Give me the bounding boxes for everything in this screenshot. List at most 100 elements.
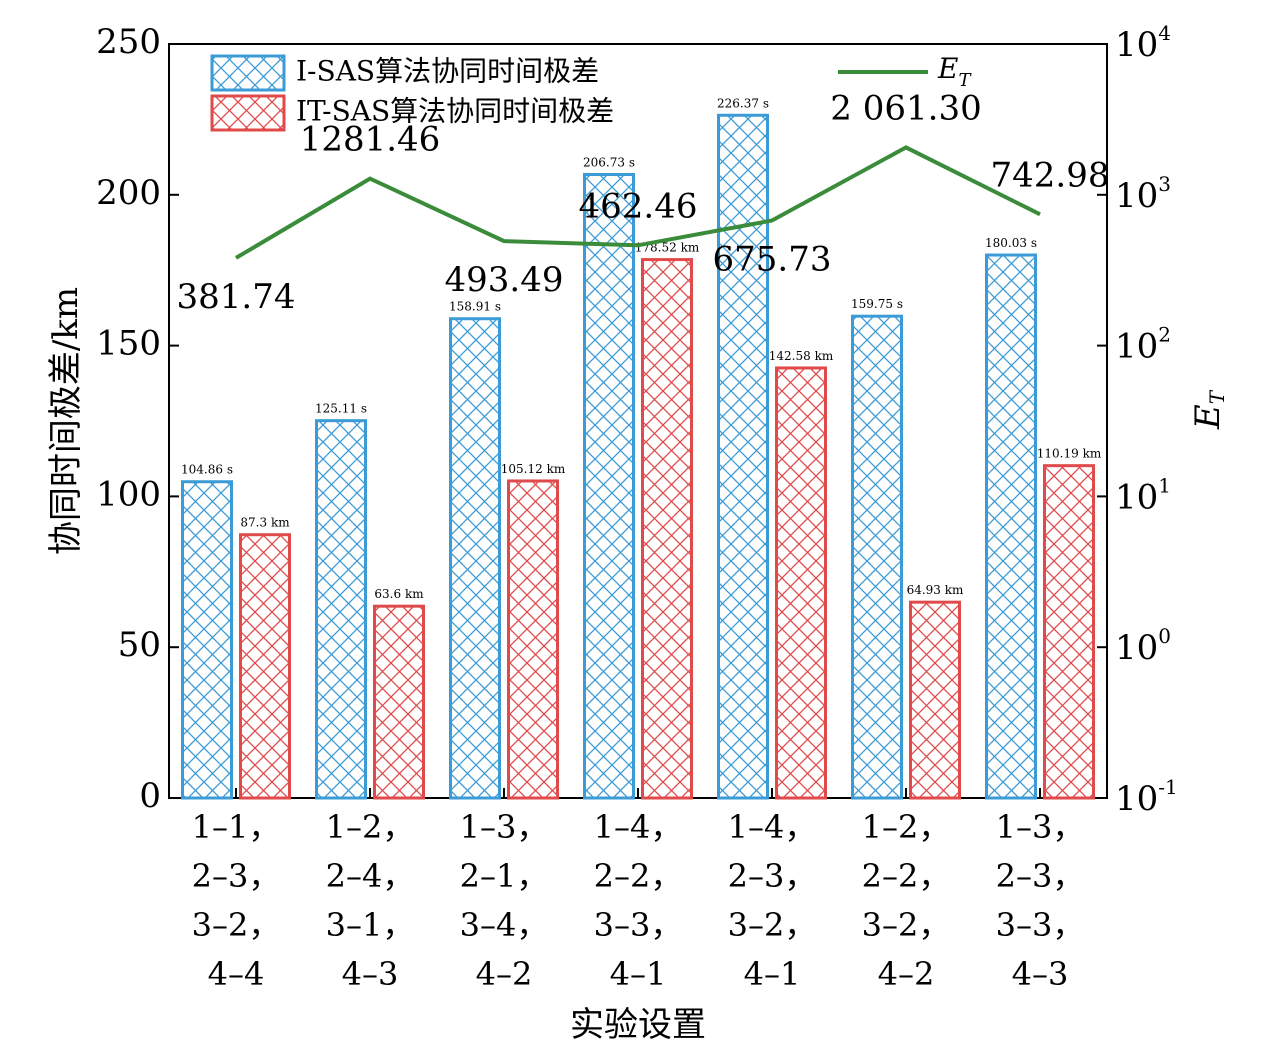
et-value-label: 493.49 [445,260,564,300]
x-axis-categories: 1–1， 2–3， 3–2， 4–4 1–2， 2–4， 3–1， 4–3 1–3， 2–1， 3–… [192,788,1085,993]
legend-swatch-i-sas [210,54,286,92]
y-tick-label: 200 [96,173,161,213]
bar-value-label: 87.3 km [240,516,290,530]
y2-tick-exponent: 2 [1158,323,1171,347]
x-category-label: 1–2， [326,808,415,846]
bar-it-sas [239,533,291,800]
y2-tick-exponent: 3 [1158,172,1171,196]
x-category-label: 2–3， [192,857,281,895]
et-value-label: 2 061.30 [830,88,981,128]
x-category-label: 2–2， [594,857,683,895]
y2-tick-base: 10 [1115,477,1158,517]
x-category-label: 3–2， [192,906,281,944]
et-value-label: 742.98 [991,155,1110,195]
bar-value-label: 110.19 km [1037,447,1102,461]
bar-it-sas [1043,464,1095,800]
legend-label-et: ET [937,52,972,91]
y2-tick-label: 104 [1115,21,1171,65]
y2-tick-base: 10 [1115,327,1158,367]
bar-value-label: 64.93 km [907,583,964,597]
legend-swatch-it-sas [210,94,286,132]
et-value-label: 462.46 [579,186,698,226]
bar-value-label: 206.73 s [583,156,635,170]
bar-i-sas [851,314,903,800]
y2-tick-label: 10-1 [1115,775,1178,819]
y2-tick-label: 102 [1115,323,1171,367]
left-y-axis: 0 50 100 150 200 250 [96,22,179,816]
bar-group [181,113,1095,800]
x-category-label: 1–1， [192,808,281,846]
bar-value-label: 159.75 s [851,297,903,311]
x-category-label: 1–2， [862,808,951,846]
x-category-label: 1–4， [594,808,683,846]
bar-label-group: 104.86 s 125.11 s 158.91 s 206.73 s 226.37 s… [181,96,1102,601]
y-tick-label: 150 [96,324,161,364]
y2-tick-base: 10 [1115,25,1158,65]
bar-i-sas [181,480,233,800]
bar-it-sas [775,366,827,800]
y2-tick-label: 100 [1115,624,1171,668]
bar-it-sas [909,600,961,800]
y-axis-title: 协同时间极差/km [46,287,86,555]
y2-axis-title-sub: T [1205,389,1229,404]
x-category-label: 1–3， [460,808,549,846]
y-tick-label: 50 [118,625,161,665]
bar-value-label: 158.91 s [449,300,501,314]
x-category-label: 4–1 [744,955,801,993]
bar-i-sas [315,419,367,800]
x-category-label: 3–2， [728,906,817,944]
line-series: 381.74 1281.46 493.49 462.46 675.73 2 061.307… [177,88,1110,316]
legend-label-et-main: E [937,52,958,85]
y-tick-label: 0 [139,776,161,816]
bar-value-label: 105.12 km [501,462,566,476]
bar-it-sas [507,479,559,800]
legend-label-i-sas: I-SAS算法协同时间极差 [296,55,599,88]
bar-value-label: 63.6 km [374,587,424,601]
x-category-label: 3–3， [594,906,683,944]
x-category-label: 2–1， [460,857,549,895]
y2-tick-exponent: 0 [1158,624,1171,648]
legend-label-it-sas: IT-SAS算法协同时间极差 [296,95,614,128]
y2-tick-base: 10 [1115,779,1158,819]
x-category-label: 4–4 [208,955,265,993]
x-category-label: 2–3， [996,857,1085,895]
bar-i-sas [583,173,635,800]
y2-tick-base: 10 [1115,176,1158,216]
y2-tick-base: 10 [1115,628,1158,668]
x-category-label: 4–3 [342,955,399,993]
y-tick-label: 250 [96,22,161,62]
x-category-label: 2–4， [326,857,415,895]
x-axis-title: 实验设置 [570,1005,706,1045]
bar-i-sas [985,253,1037,800]
y2-axis-title-main: E [1188,404,1228,430]
x-category-label: 3–4， [460,906,549,944]
legend: I-SAS算法协同时间极差 IT-SAS算法协同时间极差 ET [210,52,972,132]
bar-value-label: 125.11 s [315,402,367,416]
bar-value-label: 226.37 s [717,96,769,110]
et-value-label: 1281.46 [300,120,441,160]
y2-tick-exponent: 4 [1158,21,1171,45]
x-category-label: 3–2， [862,906,951,944]
x-category-label: 4–3 [1012,955,1069,993]
bar-value-label: 142.58 km [769,349,834,363]
x-category-label: 3–1， [326,906,415,944]
y2-tick-exponent: -1 [1158,775,1177,799]
x-category-label: 4–1 [610,955,667,993]
bar-value-label: 180.03 s [985,236,1037,250]
legend-label-et-sub: T [958,70,972,91]
x-category-label: 2–3， [728,857,817,895]
x-category-label: 1–3， [996,808,1085,846]
bar-it-sas [641,258,693,800]
et-line [234,145,1041,260]
y2-tick-label: 103 [1115,172,1171,216]
bar-i-sas [717,113,769,800]
y2-tick-label: 101 [1115,473,1171,517]
y-tick-label: 100 [96,474,161,514]
et-value-label: 381.74 [177,277,296,317]
bar-i-sas [449,317,501,800]
x-category-label: 4–2 [476,955,533,993]
bar-value-label: 104.86 s [181,463,233,477]
x-category-label: 1–4， [728,808,817,846]
